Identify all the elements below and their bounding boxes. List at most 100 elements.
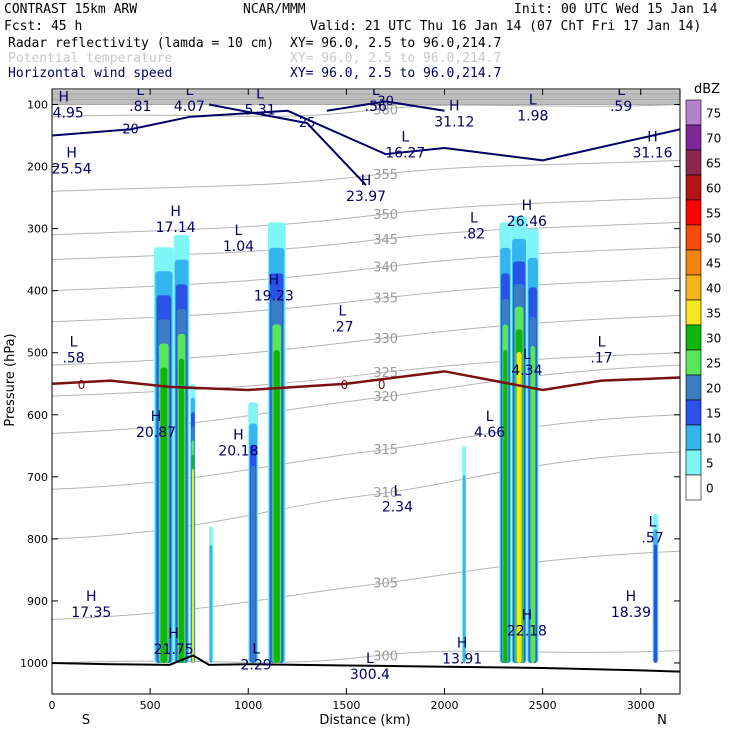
endpoint-right-label: N [657,713,667,728]
extremum-type-22: L [486,409,494,425]
extremum-type-3: L [256,86,264,102]
extremum-type-9: H [647,130,658,146]
extremum-type-12: H [170,204,181,220]
reflectivity-column-2-level-35 [192,468,195,663]
wind-label-25: 25 [299,116,316,131]
extremum-value-12: 17.14 [156,220,196,236]
extremum-value-5: .59 [610,99,632,115]
theta-contour-330 [52,314,680,366]
colorbar-swatch-5 [685,449,702,476]
extremum-type-24: L [393,483,401,499]
extremum-type-27: H [626,589,637,605]
y-tick-label: 600 [27,409,48,422]
theta-contour-320 [52,364,680,434]
colorbar-swatch-75 [685,99,702,126]
extremum-type-10: H [66,145,77,161]
colorbar-swatch-45 [685,249,702,276]
header-agency: NCAR/MMM [243,2,306,17]
wind-contour-20 [52,109,680,162]
colorbar-swatch-25 [685,349,702,376]
extremum-value-16: 19.23 [254,288,294,304]
field-reflectivity-name: Radar reflectivity (lamda = 10 cm) [8,36,274,51]
extremum-value-21: 20.87 [136,425,176,441]
extremum-type-19: L [598,335,606,351]
theta-label-320: 320 [373,390,398,405]
theta-label-305: 305 [373,576,398,591]
colorbar-level-label: 55 [706,207,721,221]
y-tick-label: 500 [27,347,48,360]
extremum-type-17: L [339,303,347,319]
y-tick-label: 900 [27,595,48,608]
reflectivity-column-0-level-30 [160,367,168,663]
plot-clipped: 3003053103153203253303353403453503553800… [52,83,680,683]
extremum-value-11: 23.97 [346,189,386,205]
colorbar-level-label: 50 [706,232,721,246]
freezing-level-label: 0 [378,378,386,392]
x-tick-label: 2000 [431,699,459,712]
extremum-value-17: .27 [331,319,353,335]
colorbar-swatch-15 [685,399,702,426]
extremum-type-32: L [366,651,374,667]
theta-label-310: 310 [373,486,398,501]
colorbar-label: dBZ [694,82,720,97]
extremum-value-3: 5.31 [244,102,275,118]
colorbar-level-label: 25 [706,357,721,371]
x-tick-label: 1500 [332,699,360,712]
colorbar-swatch-20 [685,374,702,401]
y-tick-label: 400 [27,285,48,298]
x-tick-label: 3000 [627,699,655,712]
extremum-value-24: 2.34 [382,499,413,515]
colorbar-level-label: 70 [706,132,721,146]
colorbar-swatch-10 [685,424,702,451]
y-tick-label: 1000 [20,657,48,670]
theta-label-380: 380 [373,103,398,118]
field-reflectivity-xy: XY= 96.0, 2.5 to 96.0,214.7 [290,36,501,51]
colorbar-level-label: 75 [706,107,721,121]
extremum-type-31: L [252,642,260,658]
y-tick-label: 200 [27,161,48,174]
extremum-type-0: H [59,89,70,105]
extremum-type-26: H [86,589,97,605]
colorbar-swatch-60 [685,174,702,201]
reflectivity-column-7-level-30 [503,349,508,663]
colorbar-level-label: 60 [706,182,721,196]
wind-label-20: 20 [122,122,139,137]
colorbar-swatch-35 [685,299,702,326]
reflectivity-column-6-level-10 [462,475,466,663]
colorbar-swatch-65 [685,149,702,176]
theta-contour-310 [52,451,680,540]
theta-label-350: 350 [373,208,398,223]
colorbar-level-label: 40 [706,282,721,296]
plot-area: 3003053103153203253303353403453503553800… [52,83,680,683]
extremum-type-6: H [449,99,460,115]
extremum-value-29: 21.75 [154,642,194,658]
extremum-type-18: L [70,335,78,351]
extremum-type-2: L [185,83,193,99]
freezing-level-line [52,370,680,392]
extremum-type-28: H [522,608,533,624]
extremum-value-22: 4.66 [474,425,505,441]
extremum-value-13: 1.04 [223,239,254,255]
reflectivity-column-5-level-30 [273,349,280,663]
colorbar-level-label: 10 [706,432,721,446]
extremum-type-30: H [457,635,468,651]
axes: 0 500 1000 1500 2000 2500 30001002003004005006… [20,88,681,712]
extremum-value-10: 25.54 [52,161,92,177]
x-tick-label: 2500 [529,699,557,712]
extremum-type-29: H [168,626,179,642]
y-tick-label: 700 [27,471,48,484]
colorbar-level-label: 5 [706,457,714,471]
theta-label-300: 300 [373,649,398,664]
theta-contour-305 [52,550,680,621]
extremum-value-23: 20.18 [218,444,258,460]
colorbar-swatch-30 [685,324,702,351]
extremum-type-7: L [529,93,537,109]
extremum-type-20: L [523,347,531,363]
theta-contour-355 [52,159,680,192]
colorbar-level-label: 15 [706,407,721,421]
field-wind-xy: XY= 96.0, 2.5 to 96.0,214.7 [290,66,501,81]
header-init: Init: 00 UTC Wed 15 Jan 14 [514,2,718,17]
wind-contour-30 [326,100,445,112]
